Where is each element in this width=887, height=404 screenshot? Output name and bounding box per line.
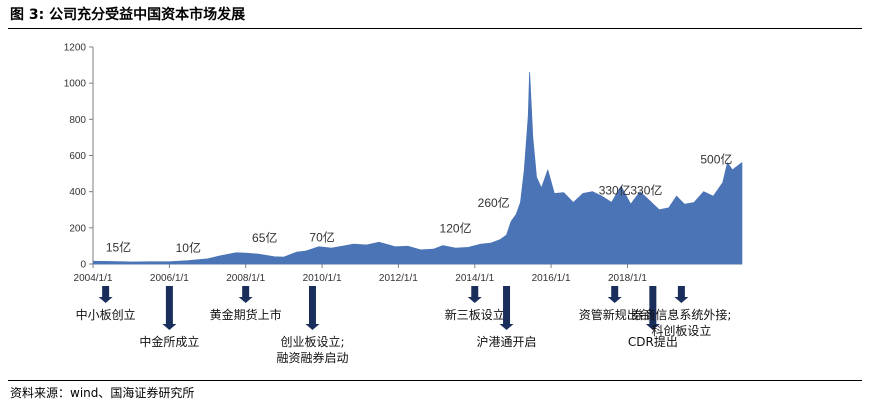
x-tick-label: 2008/1/1	[226, 273, 265, 284]
value-annotation: 330亿	[630, 182, 662, 197]
event-label: 黄金期货上市	[210, 307, 282, 322]
event-label: 创业板设立;	[280, 334, 344, 349]
value-annotation: 260亿	[478, 195, 510, 210]
x-tick-label: 2010/1/1	[303, 273, 342, 284]
value-annotation: 500亿	[700, 152, 732, 167]
value-annotation: 120亿	[440, 220, 472, 235]
event-label: 科创板设立	[651, 323, 711, 338]
event-label: 资管新规出台	[579, 307, 651, 322]
y-tick-label: 1200	[64, 43, 87, 54]
chart-annotations: 15亿 10亿 65亿 70亿 120亿 260亿 330亿 330亿 500亿	[106, 152, 733, 256]
y-tick-label: 400	[69, 187, 86, 198]
event-arrow	[607, 286, 622, 303]
x-tick-label: 2006/1/1	[150, 273, 189, 284]
area-series-0	[92, 71, 743, 265]
x-tick-label: 2018/1/1	[608, 273, 647, 284]
event-label: 融资融券启动	[276, 350, 348, 365]
y-tick-label: 800	[69, 115, 86, 126]
event-label: CDR提出	[628, 334, 678, 349]
value-annotation: 70亿	[309, 229, 334, 244]
x-tick-label: 2004/1/1	[74, 273, 113, 284]
y-tick-label: 200	[69, 223, 86, 234]
event-label: 中金所成立	[139, 334, 199, 349]
value-annotation: 10亿	[176, 240, 201, 255]
event-label: 沪港通开启	[477, 335, 537, 349]
event-arrow	[238, 286, 253, 303]
event-label: 券商信息系统外接;	[631, 307, 731, 322]
value-annotation: 65亿	[252, 230, 277, 245]
event-arrow	[499, 286, 514, 330]
figure-title: 图 3: 公司充分受益中国资本市场发展	[10, 7, 246, 23]
event-arrow	[305, 286, 320, 330]
event-label: 新三板设立	[445, 307, 505, 322]
title-rule	[8, 28, 862, 29]
event-arrow	[98, 286, 113, 303]
source-rule	[8, 380, 862, 381]
event-arrow	[645, 286, 660, 330]
x-tick-label: 2014/1/1	[455, 273, 494, 284]
x-tick-label: 2016/1/1	[532, 273, 571, 284]
event-label: 中小板创立	[76, 307, 136, 322]
source-note: 资料来源：wind、国海证券研究所	[10, 386, 195, 400]
value-annotation: 15亿	[106, 239, 131, 254]
y-tick-label: 0	[80, 260, 86, 271]
value-annotation: 330亿	[599, 182, 631, 197]
event-arrow	[467, 286, 482, 303]
chart-area-series	[92, 71, 743, 265]
y-tick-label: 1000	[64, 79, 87, 90]
event-arrow	[162, 286, 177, 330]
event-arrow	[674, 286, 689, 303]
y-tick-label: 600	[69, 151, 86, 162]
x-tick-label: 2012/1/1	[379, 273, 418, 284]
